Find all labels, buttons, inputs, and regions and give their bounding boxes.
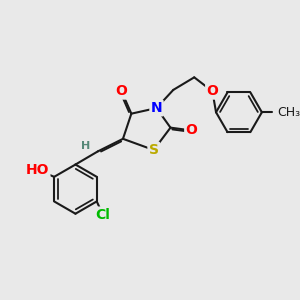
Text: O: O [185, 123, 197, 137]
Text: O: O [206, 84, 218, 98]
Text: N: N [151, 101, 162, 115]
Text: HO: HO [26, 163, 49, 177]
Text: Cl: Cl [95, 208, 110, 222]
Text: S: S [149, 143, 159, 157]
Text: CH₃: CH₃ [277, 106, 300, 119]
Text: H: H [82, 141, 91, 152]
Text: O: O [116, 84, 128, 98]
